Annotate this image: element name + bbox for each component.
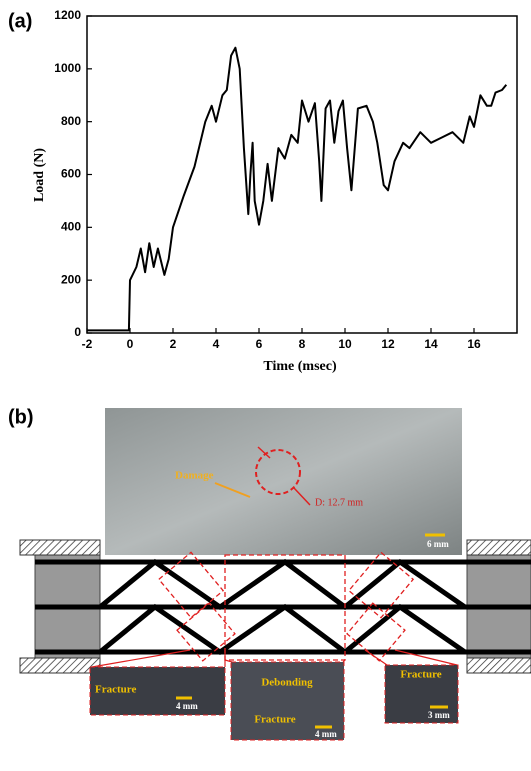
clamp (466, 657, 531, 674)
y-tick-label: 600 (61, 167, 81, 181)
x-tick-label: 8 (299, 337, 306, 351)
scale-label: 4 mm (315, 729, 337, 739)
y-tick-label: 0 (74, 325, 81, 339)
inset-label: Fracture (254, 714, 295, 726)
panel-label: (b) (8, 406, 34, 428)
diagram: Damage D: 12.7 mm 6 mm Fracture 4 mm Deb… (19, 408, 531, 741)
y-tick-label: 200 (61, 272, 81, 286)
diameter-label: D: 12.7 mm (315, 497, 363, 508)
y-tick-label: 1200 (54, 8, 81, 22)
photo (105, 408, 462, 555)
scale-label: 6 mm (427, 539, 449, 549)
x-tick-label: 2 (170, 337, 177, 351)
sandwich-panel (35, 558, 531, 656)
scale-label: 3 mm (428, 710, 450, 720)
y-tick-label: 400 (61, 220, 81, 234)
x-tick-label: 0 (127, 337, 134, 351)
plot-frame (86, 15, 518, 334)
x-tick-label: 12 (381, 337, 395, 351)
inset-photo (384, 664, 459, 724)
damage-circle (255, 449, 301, 495)
arrow (293, 487, 311, 506)
arrow (257, 446, 271, 459)
arrow (214, 482, 251, 498)
clamp (466, 539, 531, 556)
x-tick-label: 6 (256, 337, 263, 351)
x-tick-label: 4 (213, 337, 220, 351)
clamp (19, 539, 101, 556)
x-axis-label: Time (msec) (263, 359, 337, 374)
inset-label: Debonding (261, 677, 313, 689)
damage-label: Damage (175, 470, 214, 482)
inset-photo (89, 666, 226, 716)
connector (91, 649, 458, 668)
inset-label: Fracture (400, 669, 441, 681)
x-tick-label: 16 (467, 337, 481, 351)
scale-label: 4 mm (176, 701, 198, 711)
y-tick-label: 1000 (54, 61, 81, 75)
panel-label: (a) (8, 10, 32, 32)
data-line (87, 46, 508, 332)
x-tick-label: -2 (82, 337, 93, 351)
clamp (19, 657, 101, 674)
highlight-box (157, 551, 415, 662)
x-tick-label: 10 (338, 337, 352, 351)
x-tick-label: 14 (424, 337, 438, 351)
y-tick-label: 800 (61, 114, 81, 128)
inset-label: Fracture (95, 684, 136, 696)
y-axis-label: Load (N) (32, 148, 47, 202)
